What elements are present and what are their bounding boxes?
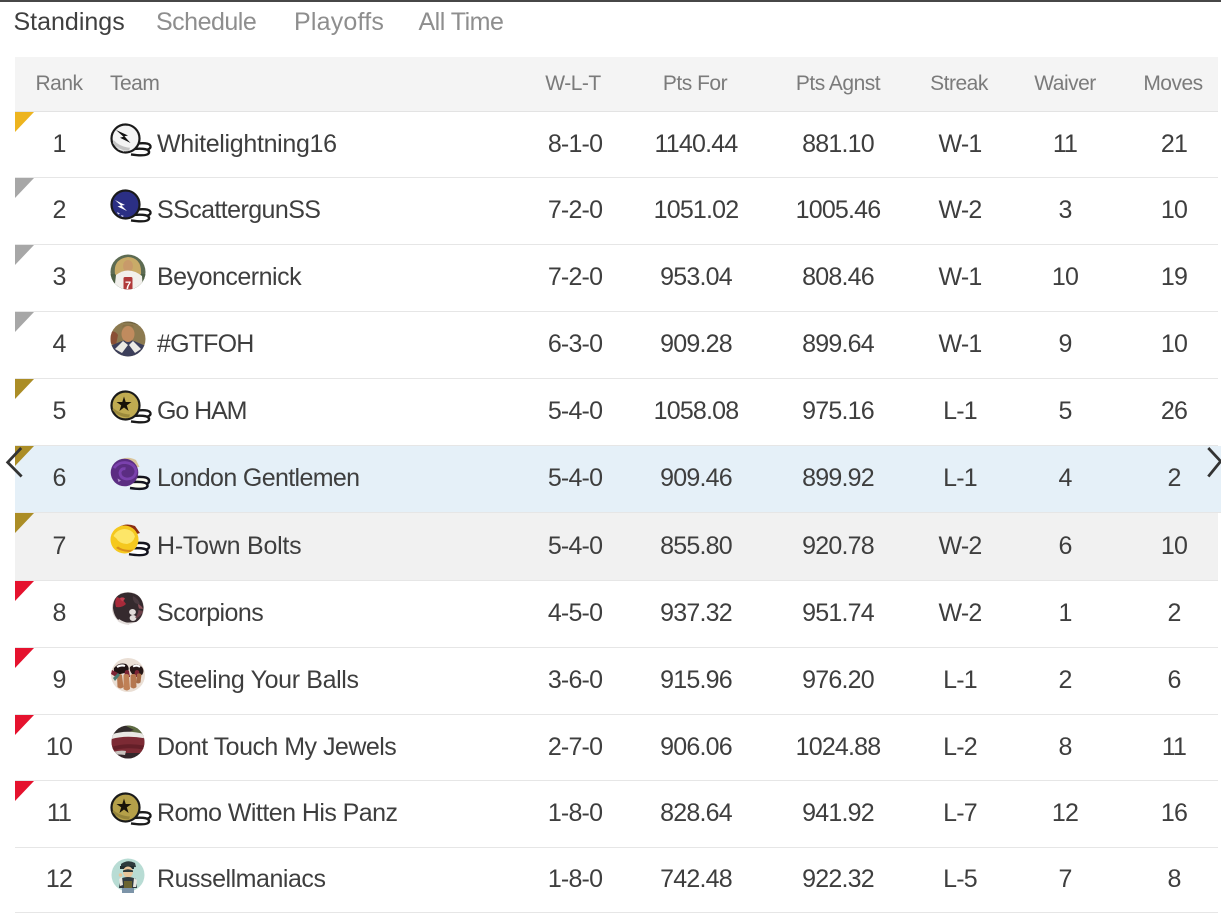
svg-text:7: 7 — [125, 280, 131, 292]
